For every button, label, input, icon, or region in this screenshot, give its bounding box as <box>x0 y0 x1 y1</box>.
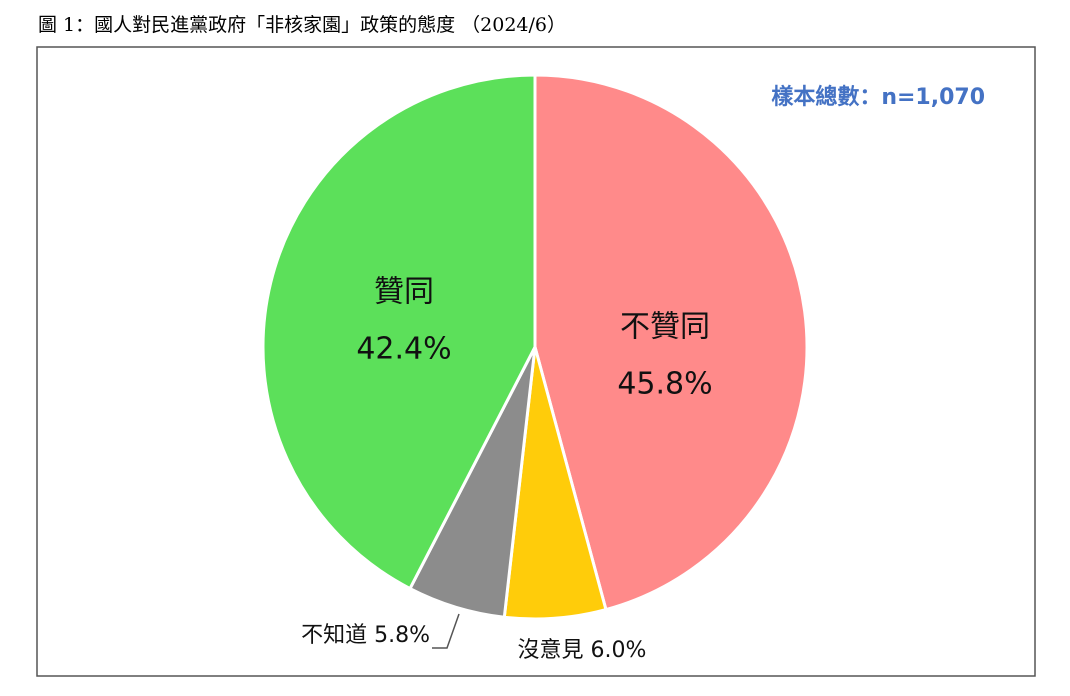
slice-label: 不贊同 <box>620 310 710 345</box>
value-label: 6.0% <box>591 638 647 663</box>
value-label: 45.8% <box>617 367 712 402</box>
leader-line <box>432 613 460 649</box>
slice-label: 不知道 5.8% <box>301 623 430 648</box>
annotation: 樣本總數：n=1,070 <box>771 84 985 110</box>
category-label: 沒意見 <box>518 638 584 663</box>
value-label: 42.4% <box>356 332 451 367</box>
pie-slice <box>533 73 809 612</box>
category-label: 不知道 <box>301 623 367 648</box>
frame <box>36 46 1036 677</box>
slice-label: 贊同 <box>374 275 434 310</box>
pie-slice <box>261 73 537 591</box>
chart-title: 圖 1：國人對民進黨政府「非核家園」政策的態度 （2024/6） <box>38 14 566 36</box>
value-label: 5.8% <box>374 623 430 648</box>
slice-label: 沒意見 6.0% <box>518 638 647 663</box>
